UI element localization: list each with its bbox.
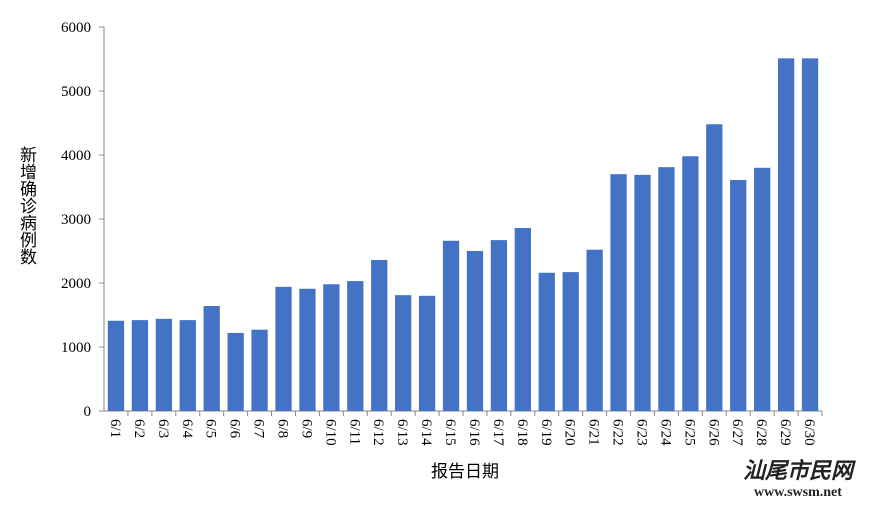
x-tick-label: 6/26 (705, 419, 721, 446)
bar (227, 332, 244, 411)
x-tick-label: 6/16 (466, 419, 482, 446)
bar (610, 174, 627, 411)
bar (490, 240, 508, 411)
x-tick-label: 6/27 (729, 419, 745, 446)
x-tick-label: 6/3 (155, 419, 171, 438)
bar (538, 272, 555, 411)
y-tick-label: 2000 (61, 276, 91, 292)
x-tick-label: 6/11 (346, 419, 362, 445)
y-tick-label: 1000 (61, 340, 91, 356)
x-tick-label: 6/24 (657, 419, 673, 446)
bar (658, 167, 675, 411)
bar (586, 249, 603, 411)
x-tick-label: 6/30 (801, 419, 817, 446)
x-tick-label: 6/21 (586, 419, 602, 446)
y-tick-label: 4000 (61, 148, 91, 164)
x-tick-label: 6/22 (610, 419, 626, 446)
y-tick-label: 6000 (61, 20, 91, 36)
bar (514, 227, 531, 411)
x-tick-label: 6/1 (107, 419, 123, 438)
bar (418, 295, 436, 411)
x-tick-label: 6/20 (562, 419, 578, 446)
x-tick-label: 6/28 (753, 419, 769, 446)
bar (562, 272, 579, 411)
bar (706, 124, 723, 411)
bar (155, 318, 172, 411)
bar (777, 58, 795, 412)
bar (395, 295, 412, 411)
x-tick-label: 6/13 (394, 419, 410, 446)
bar (801, 58, 819, 412)
x-tick-label: 6/10 (322, 419, 338, 446)
x-tick-label: 6/8 (275, 419, 291, 438)
x-tick-label: 6/9 (298, 419, 314, 438)
bar (131, 320, 149, 411)
bar (251, 329, 268, 411)
bar (179, 320, 196, 411)
y-tick-label: 5000 (61, 84, 91, 100)
x-tick-label: 6/7 (251, 419, 267, 439)
x-axis-label: 报告日期 (431, 462, 499, 481)
x-tick-label: 6/19 (538, 419, 554, 446)
bar (682, 156, 699, 411)
y-tick-label: 0 (84, 404, 92, 420)
watermark-name: 汕尾市民网 (743, 458, 856, 483)
x-tick-label: 6/25 (681, 419, 697, 446)
y-tick-label: 3000 (61, 212, 91, 228)
bar (107, 320, 125, 411)
bar (466, 251, 484, 411)
bar (323, 284, 340, 411)
x-tick-label: 6/17 (490, 419, 506, 446)
x-tick-label: 6/29 (777, 419, 793, 446)
x-tick-label: 6/12 (370, 419, 386, 446)
x-tick-label: 6/2 (131, 419, 147, 438)
bar (347, 281, 364, 411)
bar (634, 174, 651, 411)
x-tick-label: 6/5 (203, 419, 219, 438)
bar (730, 179, 747, 411)
x-tick-label: 6/14 (418, 419, 434, 446)
x-tick-label: 6/15 (442, 419, 458, 446)
x-tick-label: 6/23 (634, 419, 650, 446)
bar (275, 286, 292, 411)
x-tick-label: 6/4 (179, 419, 195, 439)
bar (299, 288, 316, 411)
x-tick-label: 6/6 (227, 419, 243, 439)
bar (203, 306, 220, 411)
watermark-url: www.swsm.net (754, 485, 842, 500)
bar (754, 167, 771, 411)
bar (371, 259, 388, 411)
bar (442, 240, 460, 411)
x-tick-label: 6/18 (514, 419, 530, 446)
y-axis-label: 新增确诊病例数 (17, 146, 36, 265)
